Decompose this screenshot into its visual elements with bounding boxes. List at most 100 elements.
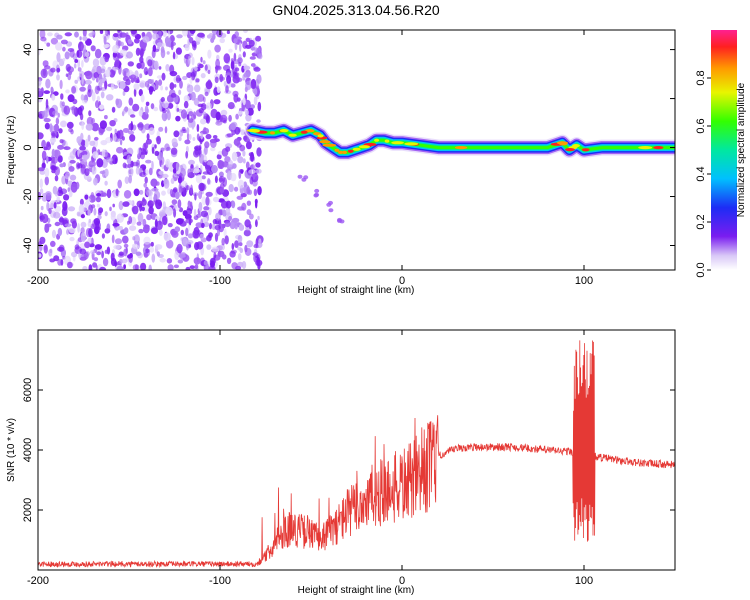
noise-speckle: [142, 36, 150, 43]
noise-speckle: [231, 200, 236, 209]
noise-speckle: [53, 211, 61, 219]
noise-speckle: [133, 83, 140, 90]
noise-speckle: [120, 41, 125, 47]
noise-speckle: [55, 117, 60, 125]
noise-speckle: [142, 197, 145, 202]
noise-speckle: [79, 145, 86, 151]
noise-speckle: [227, 102, 235, 110]
noise-speckle: [84, 138, 89, 148]
noise-speckle: [124, 106, 129, 112]
noise-speckle: [60, 120, 67, 128]
noise-speckle: [167, 264, 174, 270]
noise-speckle: [88, 160, 96, 168]
noise-speckle: [53, 149, 61, 158]
noise-speckle: [77, 223, 80, 233]
noise-speckle: [100, 140, 108, 146]
noise-speckle: [70, 182, 78, 193]
noise-speckle: [119, 49, 128, 56]
noise-speckle: [133, 88, 137, 97]
noise-speckle: [249, 56, 256, 60]
noise-speckle: [166, 110, 171, 121]
noise-speckle: [118, 226, 124, 231]
noise-speckle: [117, 30, 123, 39]
noise-speckle: [179, 220, 187, 227]
noise-speckle: [233, 52, 237, 62]
noise-speckle: [216, 30, 223, 38]
noise-speckle: [172, 187, 178, 193]
noise-speckle: [203, 260, 208, 266]
noise-speckle: [206, 234, 212, 242]
noise-speckle: [71, 105, 77, 115]
noise-speckle: [104, 115, 108, 120]
noise-speckle: [105, 69, 111, 78]
noise-speckle: [204, 141, 210, 149]
noise-speckle: [223, 228, 227, 238]
noise-speckle: [231, 243, 235, 250]
noise-speckle: [171, 138, 178, 146]
noise-speckle: [43, 118, 51, 123]
noise-speckle: [123, 190, 132, 199]
noise-speckle: [154, 219, 158, 228]
noise-speckle: [38, 132, 44, 140]
noise-speckle: [189, 265, 195, 270]
noise-speckle: [88, 264, 93, 270]
noise-speckle: [169, 82, 175, 90]
noise-speckle: [104, 168, 109, 177]
noise-speckle: [50, 67, 56, 73]
noise-speckle: [116, 265, 124, 270]
noise-speckle: [92, 65, 98, 73]
noise-speckle: [156, 135, 162, 145]
noise-speckle: [45, 98, 49, 109]
noise-speckle: [63, 146, 71, 151]
noise-speckle: [147, 79, 153, 83]
spectrogram-y-tick-label: -40: [22, 238, 34, 254]
noise-speckle: [159, 258, 166, 263]
noise-speckle: [91, 204, 96, 209]
noise-speckle: [151, 146, 155, 154]
noise-speckle: [59, 139, 64, 144]
noise-speckle: [44, 223, 50, 233]
noise-speckle: [139, 189, 144, 195]
noise-speckle: [44, 167, 50, 178]
noise-speckle: [258, 238, 262, 247]
noise-speckle: [228, 160, 234, 168]
noise-speckle: [148, 206, 154, 215]
noise-speckle: [193, 43, 197, 49]
noise-speckle: [167, 102, 174, 109]
noise-speckle: [187, 55, 191, 65]
noise-speckle: [197, 32, 205, 38]
noise-speckle: [122, 235, 129, 244]
noise-speckle: [202, 127, 210, 135]
noise-speckle: [205, 196, 210, 206]
noise-speckle: [115, 188, 119, 197]
noise-speckle: [71, 220, 77, 229]
noise-speckle: [87, 134, 91, 142]
secondary-track-blob: [314, 188, 320, 193]
secondary-track-blob: [328, 200, 333, 205]
noise-speckle: [135, 264, 139, 270]
noise-speckle: [48, 207, 52, 215]
noise-speckle: [226, 257, 232, 265]
noise-speckle: [82, 154, 88, 163]
noise-speckle: [118, 251, 124, 256]
noise-speckle: [150, 103, 155, 110]
noise-speckle: [114, 128, 117, 134]
noise-speckle: [81, 121, 85, 130]
noise-speckle: [96, 95, 100, 102]
noise-speckle: [104, 228, 111, 234]
noise-speckle: [172, 51, 176, 60]
noise-speckle: [47, 32, 53, 37]
noise-speckle: [176, 107, 180, 112]
noise-speckle: [59, 216, 64, 226]
noise-speckle: [255, 35, 262, 42]
tone-hotspot: [251, 129, 260, 133]
noise-speckle: [202, 111, 207, 117]
noise-speckle: [44, 65, 51, 70]
noise-speckle: [234, 240, 239, 249]
noise-speckle: [118, 200, 124, 211]
noise-speckle: [69, 49, 75, 58]
noise-speckle: [81, 60, 84, 68]
noise-speckle: [145, 189, 153, 197]
noise-speckle: [61, 101, 65, 107]
